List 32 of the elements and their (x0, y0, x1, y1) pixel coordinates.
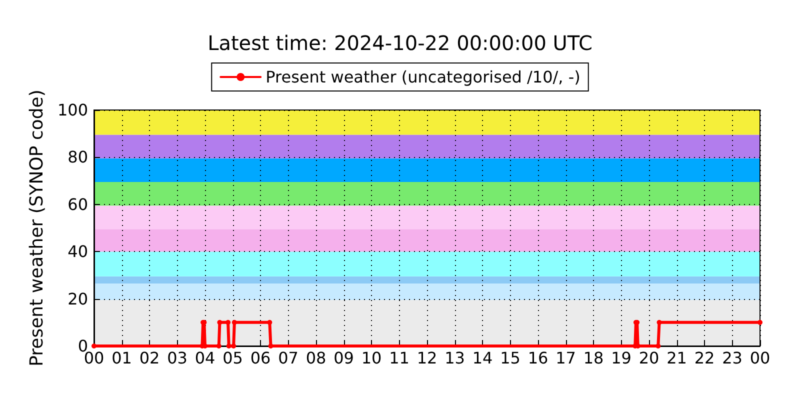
x-tick-label: 12 (416, 348, 438, 368)
x-tick-label: 15 (500, 348, 520, 368)
y-tick-label: 80 (68, 148, 88, 167)
y-tick-label: 60 (68, 194, 88, 214)
y-axis-title: Present weather (SYNOP code) (26, 90, 48, 366)
x-tick-label: 21 (666, 348, 687, 368)
x-tick-label: 08 (306, 348, 326, 368)
y-tick-label: 40 (68, 242, 88, 262)
x-tick-label: 07 (278, 348, 298, 368)
x-tick-label: 10 (361, 348, 382, 368)
x-tick-label: 03 (167, 348, 188, 368)
x-tick-label: 14 (472, 348, 493, 368)
x-tick-label: 17 (556, 348, 576, 368)
legend-label: Present weather (uncategorised /10/, -) (266, 68, 580, 86)
y-tick-label: 20 (68, 289, 88, 308)
x-tick-label: 16 (528, 348, 548, 368)
chart-title: Latest time: 2024-10-22 00:00:00 UTC (208, 31, 592, 55)
x-tick-label: 20 (638, 348, 660, 368)
x-tick-label: 06 (250, 348, 271, 368)
x-tick-label: 18 (583, 348, 604, 368)
x-tick-label: 00 (750, 348, 770, 368)
x-tick-label: 22 (694, 348, 715, 368)
x-tick-label: 02 (139, 348, 160, 368)
x-tick-label: 19 (611, 348, 632, 368)
x-tick-label: 23 (722, 348, 742, 368)
y-tick-label: 100 (57, 100, 88, 120)
x-tick-label: 04 (194, 348, 216, 368)
x-tick-label: 01 (112, 348, 132, 368)
x-tick-label: 05 (222, 348, 243, 368)
x-tick-label: 11 (389, 348, 410, 368)
x-tick-label: 09 (334, 348, 354, 368)
x-tick-label: 13 (444, 348, 465, 368)
